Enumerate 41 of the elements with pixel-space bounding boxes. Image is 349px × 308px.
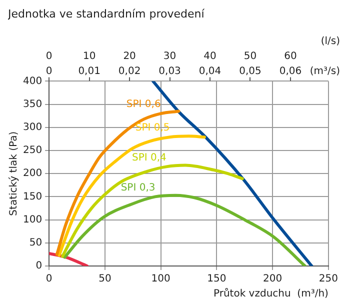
- text: 0,03: [158, 66, 181, 77]
- x2-axis-title: (l/s): [320, 36, 340, 47]
- y-tick-label: 100: [22, 214, 42, 226]
- series-label: SPI 0,3: [120, 182, 156, 194]
- x-tick-label: 50: [98, 274, 112, 285]
- x2-tick-label: 40: [204, 50, 216, 62]
- line-series: [60, 164, 244, 258]
- y-tick-label: 200: [22, 168, 42, 180]
- x2-tick-label: 20: [123, 50, 136, 62]
- y-tick-label: 350: [22, 98, 42, 110]
- line-series: [63, 194, 306, 266]
- text: 0: [46, 66, 52, 77]
- x2-tick-label: 60: [284, 50, 297, 62]
- text: 0,05: [239, 66, 262, 77]
- y-tick-label: 0: [36, 260, 42, 272]
- text: 0,06: [279, 66, 302, 77]
- y-tick-label: 400: [22, 76, 42, 87]
- line-series: [55, 110, 180, 256]
- line-series: [58, 134, 206, 257]
- series-label: SPI 0,5: [135, 122, 170, 134]
- y-axis-title: Statický tlak (Pa): [8, 131, 20, 216]
- x-tick-label: 150: [207, 274, 226, 285]
- text: 0,01: [78, 66, 100, 77]
- y-tick-label: 50: [29, 237, 42, 248]
- y-tick-label: 300: [22, 122, 42, 133]
- x2-tick-label: 0: [46, 50, 52, 62]
- series-label: SPI 0,4: [132, 152, 166, 164]
- x-tick-label: 100: [151, 274, 170, 285]
- x2-tick-label: 30: [163, 50, 176, 62]
- x-tick-label: 250: [318, 274, 338, 285]
- text: (m³/s): [310, 66, 340, 77]
- x-tick-label: 200: [263, 274, 282, 285]
- x-tick-label: 0: [46, 274, 52, 285]
- text: 0,02: [118, 66, 141, 77]
- y-tick-label: 150: [22, 191, 42, 202]
- x2-tick-label: 10: [82, 50, 96, 62]
- x-axis-title: Průtok vzduchu (m³/h): [213, 288, 329, 300]
- text: 0,04: [198, 66, 222, 77]
- series-label: SPI 0,6: [126, 99, 161, 110]
- x2-tick-label: 50: [244, 50, 257, 62]
- y-tick-label: 250: [22, 145, 42, 156]
